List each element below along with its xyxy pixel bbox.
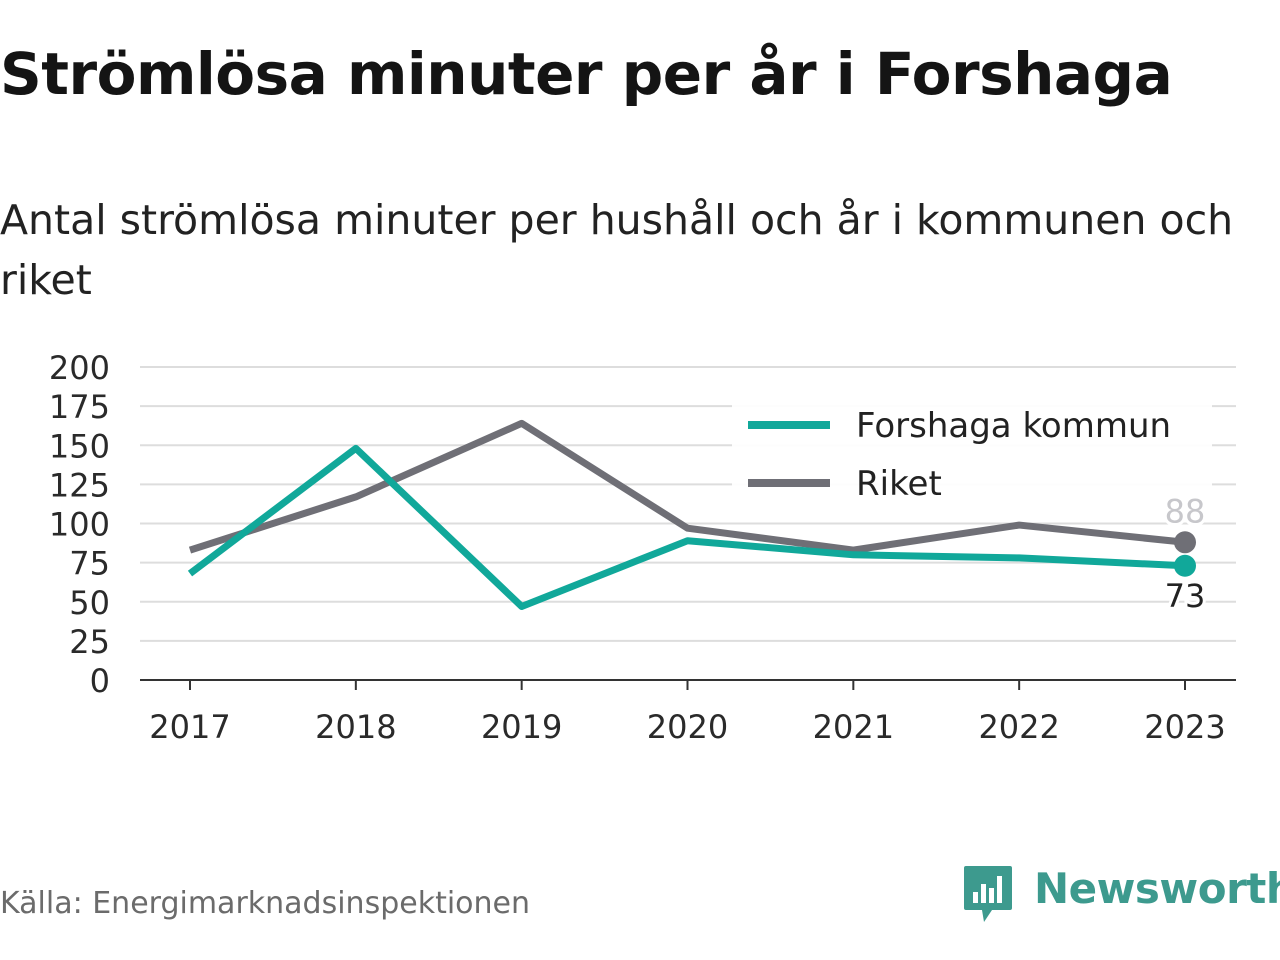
y-tick-label: 200 [49, 349, 110, 387]
x-tick-label: 2023 [1144, 708, 1225, 746]
chart-title: Strömlösa minuter per år i Forshaga [0, 40, 1173, 108]
source-note: Källa: Energimarknadsinspektionen [0, 886, 531, 921]
legend-box [732, 402, 1212, 512]
newsworthy-icon [964, 866, 1012, 922]
y-tick-label: 25 [69, 623, 110, 661]
end-point-forshaga [1174, 554, 1196, 577]
y-tick-label: 100 [49, 506, 110, 544]
series-line-forshaga [187, 444, 1186, 610]
end-point-riket [1174, 531, 1196, 554]
series-line-riket [188, 419, 1186, 554]
x-tick-label: 2022 [978, 708, 1059, 746]
legend-label: Riket [856, 464, 942, 504]
y-tick-label: 175 [49, 388, 110, 426]
legend-label: Forshaga kommun [856, 406, 1171, 446]
end-label-forshaga: 73 [1165, 577, 1206, 615]
y-tick-label: 75 [69, 545, 110, 583]
chart-subtitle: Antal strömlösa minuter per hushåll och … [0, 196, 1234, 304]
y-tick-label: 125 [49, 466, 110, 504]
y-tick-label: 0 [90, 662, 110, 700]
brand-name: Newsworthy [1034, 864, 1280, 913]
x-tick-label: 2019 [481, 708, 562, 746]
x-tick-label: 2018 [315, 708, 396, 746]
x-tick-label: 2021 [813, 708, 894, 746]
x-tick-label: 2017 [149, 708, 230, 746]
end-label-riket: 88 [1165, 492, 1206, 530]
x-tick-label: 2020 [647, 708, 728, 746]
y-tick-label: 150 [49, 427, 110, 465]
y-tick-label: 50 [69, 584, 110, 622]
